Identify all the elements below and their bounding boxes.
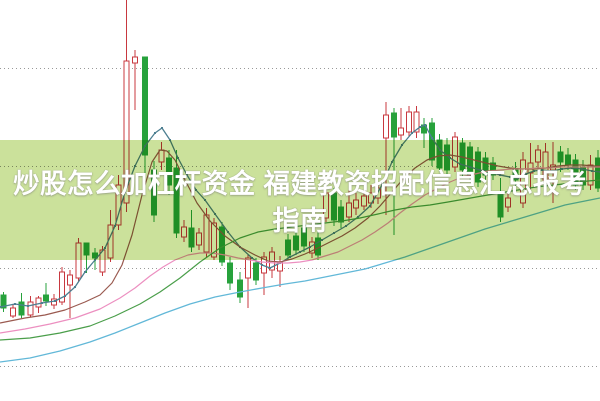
highlight-band xyxy=(0,140,600,260)
